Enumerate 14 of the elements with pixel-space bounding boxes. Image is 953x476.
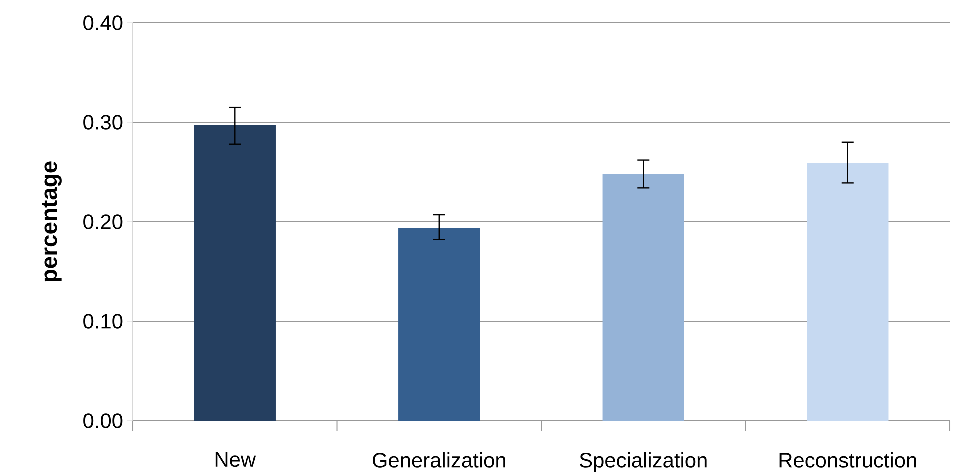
x-tick-label: Specialization — [580, 452, 707, 472]
bar — [807, 163, 889, 421]
y-axis-title: percentage — [42, 162, 62, 282]
y-tick-label: 0.40 — [84, 16, 123, 30]
y-tick-label: 0.20 — [84, 214, 123, 230]
x-tick-label: Generalization — [372, 452, 506, 468]
y-tick-label: 0.00 — [84, 414, 123, 428]
x-tick-label: New — [216, 452, 256, 468]
x-tick-label: Reconstruction — [780, 452, 916, 468]
bar — [398, 228, 480, 421]
y-tick-label: 0.10 — [84, 314, 123, 329]
y-tick-label: 0.30 — [84, 115, 123, 130]
bar — [194, 125, 276, 421]
bar — [602, 174, 684, 421]
